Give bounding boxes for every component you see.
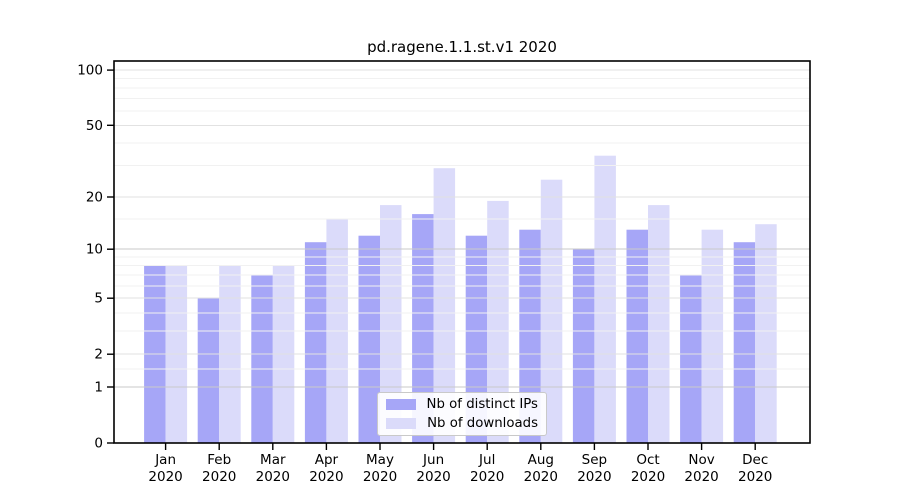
x-tick-label-feb: Feb 2020 <box>202 452 236 485</box>
x-tick-month: Nov <box>688 452 714 468</box>
bar-oct-ips <box>626 229 648 443</box>
y-tick-label: 1 <box>94 380 103 396</box>
y-tick-label: 10 <box>86 242 103 258</box>
legend-swatch-distinct-ips <box>386 399 416 411</box>
bar-nov-downloads <box>701 229 724 443</box>
x-tick-label-apr: Apr 2020 <box>309 452 343 485</box>
bar-jun-ips <box>412 214 434 443</box>
x-tick-year: 2020 <box>256 469 290 485</box>
x-tick-month: Oct <box>636 452 659 468</box>
legend-item-distinct-ips: Nb of distinct IPs <box>386 396 538 414</box>
x-tick-year: 2020 <box>416 469 450 485</box>
legend: Nb of distinct IPs Nb of downloads <box>377 392 547 436</box>
x-tick-label-sep: Sep 2020 <box>577 452 611 485</box>
bar-may-downloads <box>380 205 402 443</box>
x-tick-month: May <box>366 452 394 468</box>
x-tick-year: 2020 <box>148 469 182 485</box>
x-tick-year: 2020 <box>738 469 772 485</box>
bar-jul-downloads <box>487 200 509 443</box>
bar-mar-ips <box>251 275 273 443</box>
bar-may-ips <box>358 235 380 443</box>
x-tick-label-jul: Jul 2020 <box>470 452 504 485</box>
x-tick-month: Jul <box>478 452 495 468</box>
x-tick-year: 2020 <box>309 469 343 485</box>
x-tick-month: Feb <box>207 452 231 468</box>
bar-nov-ips <box>680 275 702 443</box>
x-tick-month: Aug <box>528 452 554 468</box>
y-tick-label: 100 <box>77 63 103 79</box>
bar-dec-ips <box>733 242 756 443</box>
x-tick-month: Sep <box>582 452 607 468</box>
x-tick-year: 2020 <box>631 469 665 485</box>
x-tick-label-jun: Jun 2020 <box>416 452 450 485</box>
bars-distinct-ips <box>144 214 756 443</box>
bar-feb-ips <box>197 298 220 443</box>
bar-dec-downloads <box>755 224 777 443</box>
x-tick-month: Dec <box>742 452 768 468</box>
x-tick-label-oct: Oct 2020 <box>631 452 665 485</box>
x-tick-label-aug: Aug 2020 <box>524 452 558 485</box>
chart-title: pd.ragene.1.1.st.v1 2020 <box>367 38 557 56</box>
y-tick-label: 2 <box>94 347 103 363</box>
x-tick-label-jan: Jan 2020 <box>148 452 182 485</box>
x-tick-month: Mar <box>260 452 286 468</box>
x-tick-year: 2020 <box>684 469 718 485</box>
legend-label-distinct-ips: Nb of distinct IPs <box>426 397 538 413</box>
bar-apr-ips <box>304 242 327 443</box>
x-tick-label-dec: Dec 2020 <box>738 452 772 485</box>
x-tick-month: Jun <box>422 452 444 468</box>
bar-sep-downloads <box>594 155 616 443</box>
bar-jul-ips <box>465 235 488 443</box>
bar-sep-ips <box>572 249 595 443</box>
x-tick-year: 2020 <box>470 469 504 485</box>
bar-oct-downloads <box>648 205 670 443</box>
bar-jun-downloads <box>433 168 456 443</box>
x-tick-year: 2020 <box>524 469 558 485</box>
plot-frame <box>113 60 811 444</box>
x-tick-month: Apr <box>315 452 339 468</box>
bar-aug-ips <box>519 229 541 443</box>
y-tick-label: 50 <box>86 118 103 134</box>
y-axis: 0 1 2 5 10 20 50 100 <box>77 63 114 452</box>
legend-item-downloads: Nb of downloads <box>386 415 538 433</box>
gridlines <box>114 69 810 388</box>
bar-aug-downloads <box>540 179 563 443</box>
y-tick-label: 0 <box>94 436 103 452</box>
x-tick-year: 2020 <box>577 469 611 485</box>
x-tick-year: 2020 <box>363 469 397 485</box>
y-tick-label: 5 <box>94 291 103 307</box>
y-tick-label: 20 <box>86 190 103 206</box>
x-tick-month: Jan <box>154 452 176 468</box>
x-tick-label-mar: Mar 2020 <box>256 452 290 485</box>
x-tick-label-nov: Nov 2020 <box>684 452 718 485</box>
x-tick-label-may: May 2020 <box>363 452 397 485</box>
legend-label-downloads: Nb of downloads <box>427 415 538 431</box>
legend-swatch-downloads <box>386 417 416 429</box>
x-tick-year: 2020 <box>202 469 236 485</box>
